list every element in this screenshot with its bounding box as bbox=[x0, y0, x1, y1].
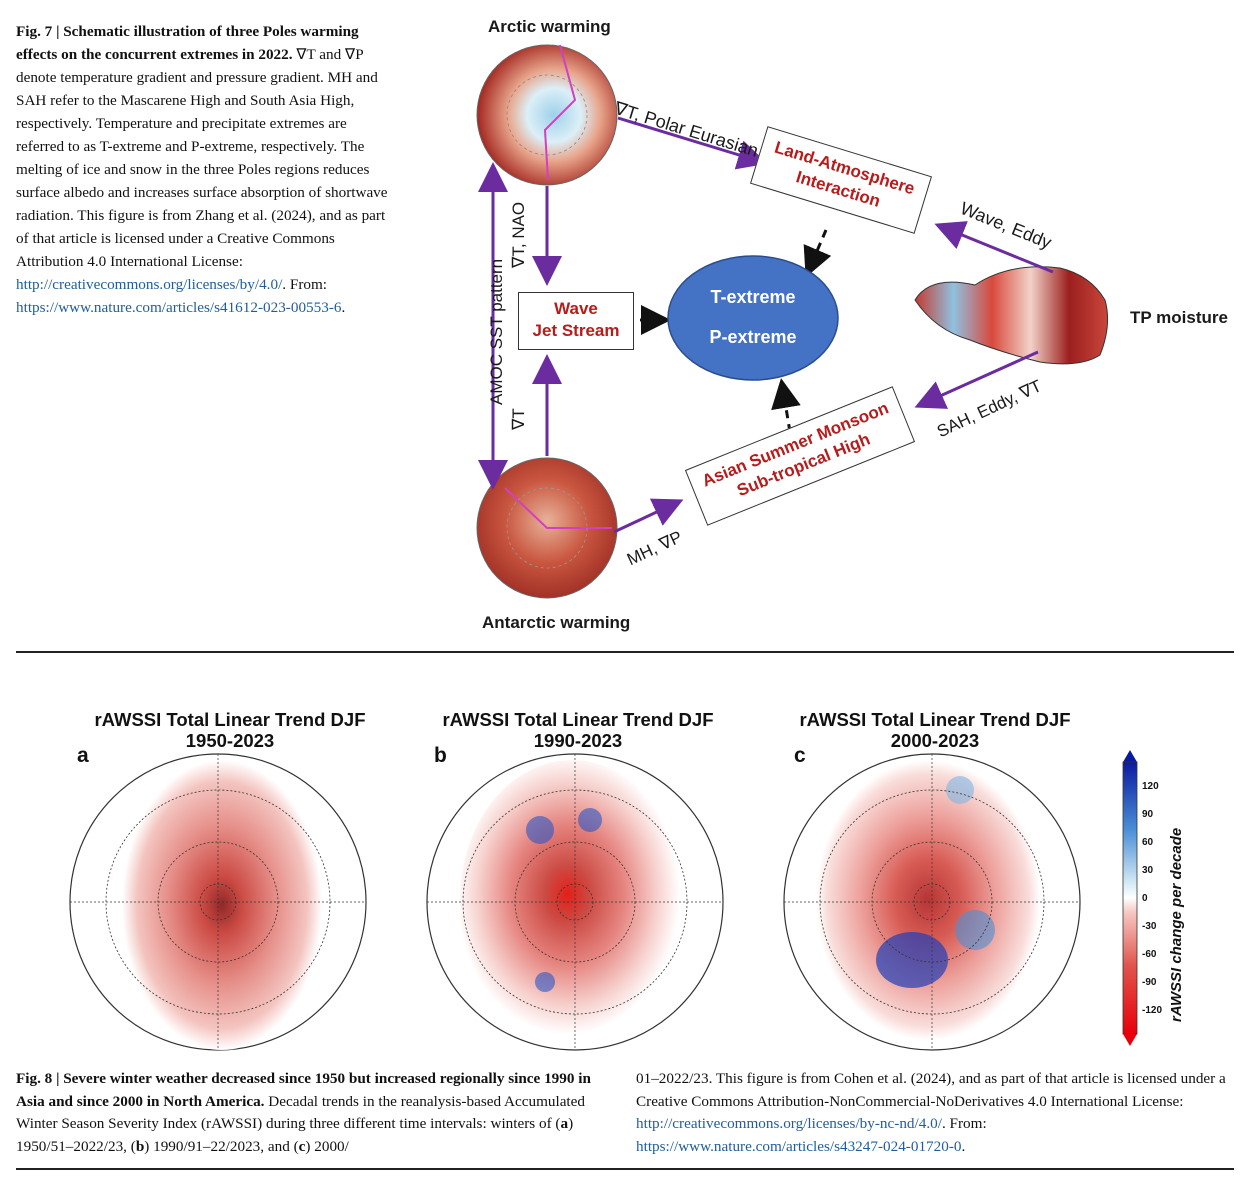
fig7-caption-title: Fig. 7 | Schematic illustration of three… bbox=[16, 23, 359, 63]
fig7-caption-body: ∇T and ∇P denote temperature gradient an… bbox=[16, 46, 388, 270]
cb-tick-30: 30 bbox=[1142, 865, 1154, 876]
fig8-caption-a: a bbox=[560, 1115, 569, 1132]
panel-a-title: rAWSSI Total Linear Trend DJF 1950-2023 bbox=[50, 709, 410, 751]
map-panel-a bbox=[69, 753, 367, 1051]
label-tp-moisture: TP moisture bbox=[1130, 308, 1228, 327]
ellipse-t-extreme: T-extreme bbox=[710, 287, 796, 307]
cb-tick-m30: -30 bbox=[1142, 921, 1157, 932]
fig8-caption-c: c bbox=[298, 1137, 306, 1155]
fig8-caption-title: Fig. 8 | Severe winter weather decreased… bbox=[16, 1070, 591, 1110]
tp-moisture-map bbox=[914, 266, 1109, 365]
colorbar-title: rAWSSI change per decade bbox=[1168, 827, 1185, 1022]
panel-c-title: rAWSSI Total Linear Trend DJF 2000-2023 bbox=[755, 709, 1115, 751]
panel-b-title-line1: rAWSSI Total Linear Trend DJF bbox=[442, 709, 714, 730]
box-wave-jet: Wave Jet Stream bbox=[518, 292, 634, 350]
fig8-source-link[interactable]: https://www.nature.com/articles/s43247-0… bbox=[636, 1137, 962, 1155]
dash-asm-to-ellipse bbox=[771, 378, 801, 433]
arctic-globe bbox=[476, 44, 618, 186]
arrow-antarctic-to-asm bbox=[613, 498, 684, 534]
panel-b-letter: b bbox=[434, 744, 447, 767]
cb-tick-m60: -60 bbox=[1142, 949, 1157, 960]
fig8-caption-right: 01–2022/23. This figure is from Cohen et… bbox=[636, 1068, 1236, 1158]
panel-b-title: rAWSSI Total Linear Trend DJF 1990-2023 bbox=[398, 709, 758, 751]
map-panel-c bbox=[783, 753, 1081, 1051]
box-wave-line1: Wave bbox=[554, 299, 598, 318]
cb-tick-0: 0 bbox=[1142, 893, 1148, 904]
label-amoc: AMOC SST pattern bbox=[487, 258, 506, 405]
fig8-caption-r1: 01–2022/23. This figure is from Cohen et… bbox=[636, 1070, 1226, 1110]
fig8-caption-left: Fig. 8 | Severe winter weather decreased… bbox=[16, 1068, 614, 1158]
label-antarctic-warming: Antarctic warming bbox=[482, 613, 631, 632]
label-t-gradient: ∇T bbox=[509, 408, 528, 430]
cb-tick-m90: -90 bbox=[1142, 977, 1157, 988]
panel-c-title-line2: 2000-2023 bbox=[890, 730, 980, 751]
fig7-caption: Fig. 7 | Schematic illustration of three… bbox=[16, 20, 388, 319]
divider-bottom bbox=[16, 1168, 1234, 1170]
fig8-caption-t2: ) 1950/51–2022/23, ( bbox=[16, 1115, 574, 1155]
arrow-arctic-to-land bbox=[617, 116, 768, 170]
extremes-ellipse bbox=[667, 255, 839, 381]
map-panel-b bbox=[426, 753, 724, 1051]
cb-tick-120: 120 bbox=[1142, 781, 1159, 792]
fig7-source-link[interactable]: https://www.nature.com/articles/s41612-0… bbox=[16, 299, 342, 316]
antarctic-globe bbox=[476, 457, 618, 599]
fig8-caption-b: b bbox=[135, 1137, 145, 1155]
panel-a-letter: a bbox=[77, 744, 89, 767]
cb-tick-m120: -120 bbox=[1142, 1005, 1163, 1016]
label-arctic-warming: Arctic warming bbox=[488, 17, 611, 36]
panel-b-title-line2: 1990-2023 bbox=[533, 730, 623, 751]
label-t-nao: ∇T, NAO bbox=[509, 201, 528, 268]
divider-top bbox=[16, 651, 1234, 653]
cb-tick-90: 90 bbox=[1142, 809, 1154, 820]
fig7-diagram bbox=[476, 44, 1109, 599]
fig7-license-link[interactable]: http://creativecommons.org/licenses/by/4… bbox=[16, 276, 283, 293]
panel-a-title-line2: 1950-2023 bbox=[185, 730, 275, 751]
box-wave-line2: Jet Stream bbox=[532, 321, 620, 340]
fig8-caption-r2: . From: bbox=[941, 1115, 987, 1132]
fig8-caption-t1: Decadal trends in the reanalysis-based A… bbox=[16, 1092, 585, 1133]
panel-a-title-line1: rAWSSI Total Linear Trend DJF bbox=[94, 709, 366, 730]
ellipse-p-extreme: P-extreme bbox=[709, 327, 797, 347]
panel-c-letter: c bbox=[794, 744, 806, 767]
dash-land-to-ellipse bbox=[803, 229, 832, 278]
panel-c-title-line1: rAWSSI Total Linear Trend DJF bbox=[799, 709, 1071, 730]
fig7-caption-from: . From: bbox=[282, 276, 328, 293]
arrow-tp-to-land bbox=[934, 221, 1054, 274]
cb-tick-60: 60 bbox=[1142, 837, 1154, 848]
fig8-license-link[interactable]: http://creativecommons.org/licenses/by-n… bbox=[636, 1115, 942, 1132]
colorbar bbox=[1122, 750, 1138, 1046]
fig8-maps bbox=[69, 750, 1138, 1051]
arrow-tp-to-asm bbox=[914, 350, 1039, 409]
fig8-caption-r3: . bbox=[961, 1137, 966, 1155]
fig7-caption-end: . bbox=[341, 299, 346, 316]
fig8-caption-t4: ) 2000/ bbox=[305, 1137, 349, 1155]
fig8-caption-t3: ) 1990/91–22/2023, and ( bbox=[144, 1137, 299, 1155]
